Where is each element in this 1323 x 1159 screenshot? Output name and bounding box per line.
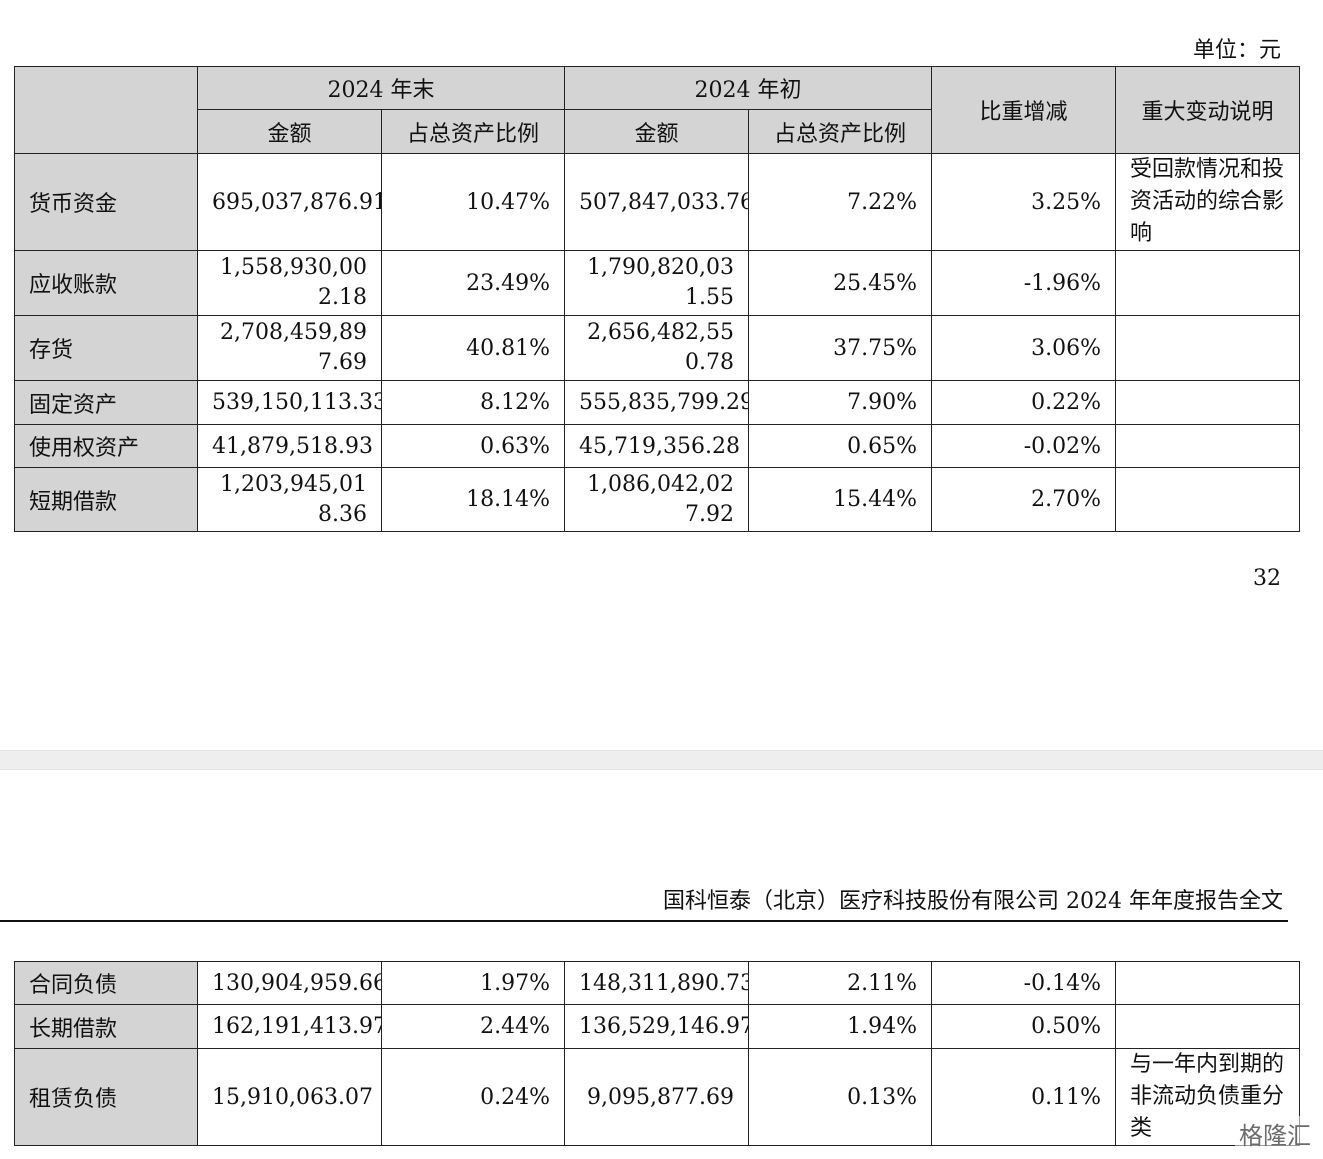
table-row: 短期借款 1,203,945,018.36 18.14% 1,086,042,0…: [14, 467, 1301, 532]
end-ratio: 2.44%: [381, 1004, 565, 1049]
begin-amount: 148,311,890.73: [564, 961, 749, 1005]
header-begin-group: 2024 年初: [564, 66, 933, 110]
change-note: [1115, 1004, 1300, 1049]
begin-amount: 9,095,877.69: [564, 1048, 749, 1146]
end-ratio: 40.81%: [380, 315, 566, 381]
header-note: 重大变动说明: [1115, 66, 1301, 154]
begin-ratio: 0.65%: [748, 424, 933, 468]
row-label: 长期借款: [14, 1004, 198, 1049]
end-ratio: 23.49%: [380, 250, 566, 316]
begin-ratio: 25.45%: [748, 250, 933, 316]
table-row: 租赁负债 15,910,063.07 0.24% 9,095,877.69 0.…: [14, 1048, 1300, 1146]
row-label: 固定资产: [14, 380, 198, 425]
end-amount: 130,904,959.66: [197, 961, 382, 1005]
row-label: 短期借款: [14, 467, 198, 532]
table-row: 合同负债 130,904,959.66 1.97% 148,311,890.73…: [14, 961, 1300, 1005]
header-begin-amount: 金额: [564, 109, 750, 154]
begin-amount: 555,835,799.29: [564, 380, 750, 425]
ratio-change: 0.11%: [931, 1048, 1116, 1146]
header-begin-ratio: 占总资产比例: [748, 109, 933, 154]
begin-ratio: 37.75%: [748, 315, 933, 381]
begin-amount: 2,656,482,550.78: [564, 315, 750, 381]
end-amount: 1,558,930,002.18: [197, 250, 382, 316]
end-amount: 162,191,413.97: [197, 1004, 382, 1049]
begin-ratio: 15.44%: [748, 467, 933, 532]
row-label: 合同负债: [14, 961, 198, 1005]
ratio-change: -0.02%: [931, 424, 1117, 468]
row-label: 租赁负债: [14, 1048, 198, 1146]
change-note: [1115, 961, 1300, 1005]
row-label: 存货: [14, 315, 198, 381]
page-number: 32: [1253, 566, 1281, 591]
begin-amount: 1,086,042,027.92: [564, 467, 750, 532]
begin-ratio: 1.94%: [748, 1004, 932, 1049]
ratio-change: 3.25%: [931, 153, 1117, 251]
end-ratio: 10.47%: [380, 153, 566, 251]
change-note: [1115, 315, 1301, 381]
end-amount: 41,879,518.93: [197, 424, 382, 468]
change-note: [1115, 380, 1301, 425]
end-ratio: 8.12%: [380, 380, 566, 425]
asset-change-table-top: 2024 年末 2024 年初 比重增减 重大变动说明 金额 占总资产比例 金额…: [14, 66, 1301, 532]
begin-amount: 136,529,146.97: [564, 1004, 749, 1049]
ratio-change: -1.96%: [931, 250, 1117, 316]
begin-ratio: 0.13%: [748, 1048, 932, 1146]
page-divider: [0, 750, 1323, 770]
document-header: 国科恒泰（北京）医疗科技股份有限公司 2024 年年度报告全文: [663, 889, 1283, 914]
begin-ratio: 2.11%: [748, 961, 932, 1005]
end-amount: 15,910,063.07: [197, 1048, 382, 1146]
row-label: 使用权资产: [14, 424, 198, 468]
table-row: 货币资金 695,037,876.91 10.47% 507,847,033.7…: [14, 153, 1301, 251]
ratio-change: 0.50%: [931, 1004, 1116, 1049]
header-end-ratio: 占总资产比例: [380, 109, 566, 154]
unit-label: 单位：元: [1192, 38, 1281, 63]
header-end-group: 2024 年末: [196, 66, 566, 110]
end-ratio: 18.14%: [380, 467, 566, 532]
watermark-logo: 格隆汇: [1235, 1116, 1315, 1151]
change-note: [1115, 250, 1301, 316]
table-row: 使用权资产 41,879,518.93 0.63% 45,719,356.28 …: [14, 424, 1301, 468]
begin-amount: 1,790,820,031.55: [564, 250, 750, 316]
header-change: 比重增减: [931, 66, 1117, 154]
end-amount: 695,037,876.91: [197, 153, 382, 251]
table-row: 固定资产 539,150,113.33 8.12% 555,835,799.29…: [14, 380, 1301, 425]
ratio-change: 0.22%: [931, 380, 1117, 425]
header-end-amount: 金额: [197, 109, 382, 154]
change-note: [1115, 424, 1301, 468]
row-label: 货币资金: [14, 153, 198, 251]
header-blank: [14, 66, 198, 154]
table-row: 存货 2,708,459,897.69 40.81% 2,656,482,550…: [14, 315, 1301, 381]
end-ratio: 1.97%: [381, 961, 565, 1005]
ratio-change: 2.70%: [931, 467, 1117, 532]
end-ratio: 0.63%: [380, 424, 566, 468]
change-note: [1115, 467, 1301, 532]
begin-ratio: 7.22%: [748, 153, 933, 251]
ratio-change: 3.06%: [931, 315, 1117, 381]
ratio-change: -0.14%: [931, 961, 1116, 1005]
begin-amount: 45,719,356.28: [564, 424, 750, 468]
end-amount: 539,150,113.33: [197, 380, 382, 425]
asset-change-table-bottom: 合同负债 130,904,959.66 1.97% 148,311,890.73…: [14, 961, 1300, 1146]
begin-ratio: 7.90%: [748, 380, 933, 425]
row-label: 应收账款: [14, 250, 198, 316]
change-note: 受回款情况和投资活动的综合影响: [1115, 153, 1301, 251]
header-rule: [0, 920, 1288, 922]
begin-amount: 507,847,033.76: [564, 153, 750, 251]
end-amount: 2,708,459,897.69: [197, 315, 382, 381]
end-ratio: 0.24%: [381, 1048, 565, 1146]
table-row: 应收账款 1,558,930,002.18 23.49% 1,790,820,0…: [14, 250, 1301, 316]
table-row: 长期借款 162,191,413.97 2.44% 136,529,146.97…: [14, 1004, 1300, 1049]
end-amount: 1,203,945,018.36: [197, 467, 382, 532]
